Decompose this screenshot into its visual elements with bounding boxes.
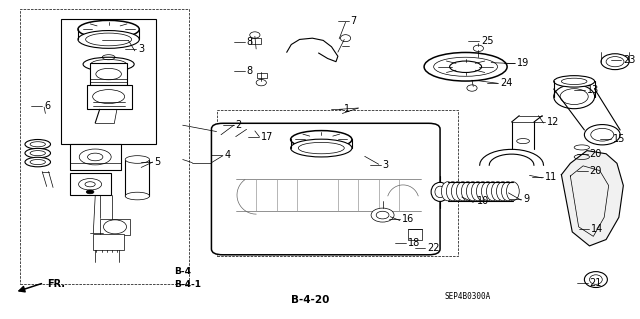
Polygon shape [561, 151, 623, 246]
Text: 17: 17 [261, 132, 274, 142]
Text: 9: 9 [523, 194, 529, 204]
Text: 11: 11 [545, 172, 557, 182]
Text: 10: 10 [476, 197, 489, 206]
Ellipse shape [25, 148, 51, 158]
Ellipse shape [601, 54, 629, 70]
Bar [87, 85, 132, 109]
Ellipse shape [497, 182, 509, 201]
Ellipse shape [492, 182, 504, 201]
Bar [70, 144, 121, 170]
Text: FR.: FR. [47, 279, 65, 289]
FancyBboxPatch shape [211, 123, 440, 255]
Text: 25: 25 [481, 36, 493, 46]
Ellipse shape [25, 139, 51, 149]
Text: SEP4B0300A: SEP4B0300A [445, 292, 491, 301]
Ellipse shape [78, 31, 140, 48]
Text: 13: 13 [587, 85, 599, 95]
Text: 21: 21 [589, 278, 602, 288]
Bar [70, 174, 111, 195]
Text: 20: 20 [589, 149, 602, 159]
Ellipse shape [442, 182, 454, 201]
Text: 14: 14 [591, 224, 604, 234]
Text: 3: 3 [138, 44, 144, 54]
Ellipse shape [86, 190, 94, 194]
Text: 5: 5 [154, 157, 160, 167]
Ellipse shape [502, 182, 514, 201]
Ellipse shape [481, 182, 494, 201]
Text: 6: 6 [44, 101, 51, 111]
Ellipse shape [83, 57, 134, 71]
Ellipse shape [291, 139, 352, 157]
Bar [251, 38, 260, 44]
Bar [125, 160, 150, 196]
Ellipse shape [506, 182, 519, 201]
Ellipse shape [456, 182, 469, 201]
Text: 4: 4 [224, 150, 230, 160]
Bar [257, 73, 267, 78]
Text: 8: 8 [246, 66, 253, 76]
Bar [90, 63, 127, 85]
Bar [408, 229, 422, 240]
Ellipse shape [554, 85, 595, 109]
Bar [61, 19, 156, 144]
Ellipse shape [431, 182, 449, 201]
Text: 20: 20 [589, 166, 602, 176]
Text: 7: 7 [351, 16, 357, 26]
Text: B-4: B-4 [174, 267, 191, 276]
Text: 15: 15 [612, 134, 625, 144]
Ellipse shape [125, 156, 150, 163]
Ellipse shape [472, 182, 484, 201]
Text: 16: 16 [402, 214, 414, 224]
Text: 19: 19 [516, 58, 529, 68]
Ellipse shape [461, 182, 474, 201]
Ellipse shape [78, 20, 140, 38]
Ellipse shape [486, 182, 499, 201]
Ellipse shape [125, 192, 150, 200]
Text: 12: 12 [547, 117, 559, 127]
Ellipse shape [371, 208, 394, 222]
Bar [20, 9, 189, 284]
Text: 22: 22 [428, 243, 440, 253]
Text: 8: 8 [246, 37, 253, 47]
Bar [93, 234, 124, 250]
Ellipse shape [584, 271, 607, 287]
Ellipse shape [476, 182, 489, 201]
Text: 3: 3 [383, 160, 388, 170]
Ellipse shape [424, 52, 507, 81]
Text: 18: 18 [408, 238, 420, 248]
Text: 1: 1 [344, 104, 350, 114]
Text: B-4-1: B-4-1 [174, 279, 202, 288]
Text: 23: 23 [623, 56, 636, 65]
Text: 2: 2 [236, 120, 242, 130]
Ellipse shape [467, 182, 479, 201]
Text: B-4-20: B-4-20 [291, 295, 330, 305]
Ellipse shape [450, 61, 481, 72]
Ellipse shape [554, 76, 595, 87]
Ellipse shape [584, 124, 620, 145]
Bar [100, 219, 131, 235]
Ellipse shape [451, 182, 464, 201]
Text: 24: 24 [500, 78, 513, 88]
Ellipse shape [25, 157, 51, 167]
Ellipse shape [291, 130, 352, 148]
Ellipse shape [446, 182, 459, 201]
Bar [216, 110, 458, 256]
